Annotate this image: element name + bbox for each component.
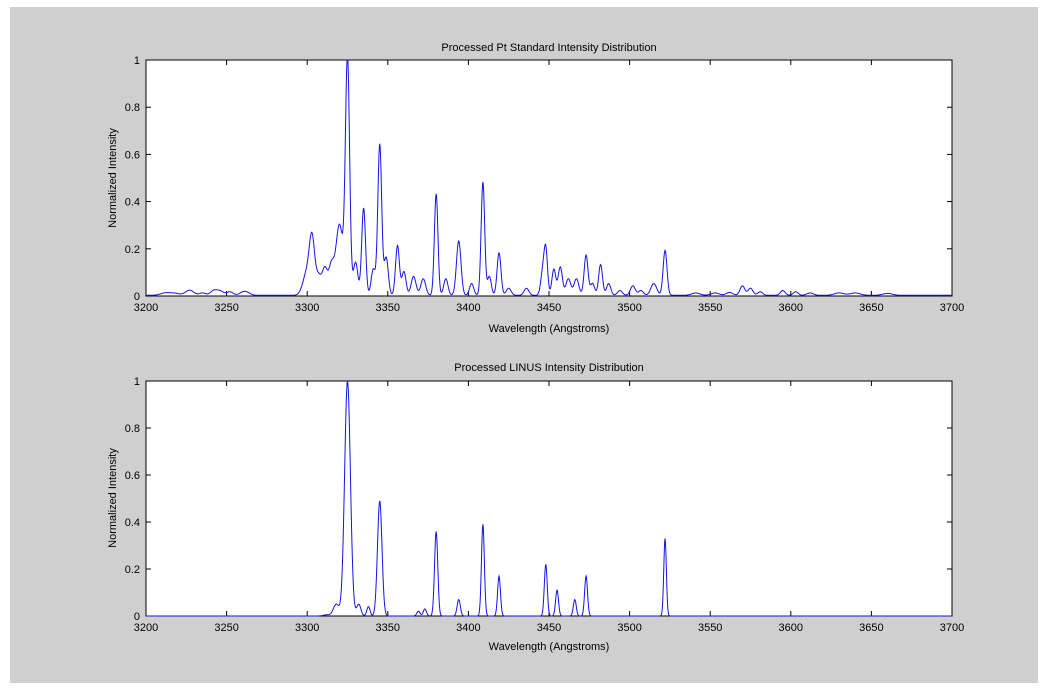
top-y-tick-label: 0.4 — [125, 197, 140, 209]
figure-window: 3200 3250 3300 3350 3400 3450 3500 3550 3600 3650… — [10, 7, 1038, 683]
bottom-y-tick-label: 0.4 — [125, 517, 140, 529]
bottom-x-tick-label: 3500 — [617, 622, 641, 634]
bottom-x-tick-label: 3250 — [214, 622, 238, 634]
bottom-ticks: 3200 3250 3300 3350 3400 3450 3500 3550 3600 3650… — [125, 376, 965, 634]
bottom-axes: 3200 3250 3300 3350 3400 3450 3500 3550 3600 3650… — [107, 362, 964, 653]
top-x-tick-label: 3450 — [537, 302, 561, 314]
bottom-x-tick-label: 3550 — [698, 622, 722, 634]
top-x-tick-label: 3600 — [779, 302, 803, 314]
top-chart-title: Processed Pt Standard Intensity Distribu… — [441, 42, 656, 54]
bottom-plot-area — [145, 380, 953, 617]
bottom-chart-title: Processed LINUS Intensity Distribution — [454, 362, 644, 374]
bottom-x-tick-label: 3450 — [537, 622, 561, 634]
bottom-x-tick-label: 3600 — [779, 622, 803, 634]
top-x-tick-label: 3550 — [698, 302, 722, 314]
bottom-x-tick-label: 3200 — [134, 622, 158, 634]
top-y-tick-label: 1 — [134, 55, 140, 67]
bottom-x-tick-label: 3350 — [376, 622, 400, 634]
top-x-tick-label: 3700 — [940, 302, 964, 314]
top-x-tick-label: 3350 — [376, 302, 400, 314]
bottom-x-tick-label: 3700 — [940, 622, 964, 634]
top-x-tick-label: 3200 — [134, 302, 158, 314]
bottom-y-tick-label: 0.8 — [125, 423, 140, 435]
bottom-y-tick-label: 0 — [134, 611, 140, 623]
bottom-x-tick-label: 3300 — [295, 622, 319, 634]
top-x-tick-label: 3400 — [456, 302, 480, 314]
top-plot-area — [145, 59, 953, 297]
top-x-axis-label: Wavelength (Angstroms) — [489, 323, 610, 335]
top-y-tick-label: 0.2 — [125, 244, 140, 256]
bottom-y-axis-label: Normalized Intensity — [107, 448, 119, 548]
top-y-tick-label: 0 — [134, 291, 140, 303]
top-axes: 3200 3250 3300 3350 3400 3450 3500 3550 3600 3650… — [107, 42, 964, 335]
top-y-axis-label: Normalized Intensity — [107, 128, 119, 228]
top-y-tick-label: 0.8 — [125, 102, 140, 114]
top-x-tick-label: 3300 — [295, 302, 319, 314]
bottom-y-tick-label: 0.6 — [125, 470, 140, 482]
bottom-x-axis-label: Wavelength (Angstroms) — [489, 641, 610, 653]
top-x-tick-label: 3500 — [617, 302, 641, 314]
top-spectrum-line — [146, 59, 952, 296]
bottom-y-tick-label: 0.2 — [125, 564, 140, 576]
bottom-x-tick-label: 3650 — [859, 622, 883, 634]
top-x-tick-label: 3650 — [859, 302, 883, 314]
bottom-y-tick-label: 1 — [134, 376, 140, 388]
bottom-spectrum-line — [146, 380, 952, 617]
top-y-tick-label: 0.6 — [125, 149, 140, 161]
top-x-tick-label: 3250 — [214, 302, 238, 314]
figure-canvas: 3200 3250 3300 3350 3400 3450 3500 3550 3600 3650… — [107, 42, 964, 653]
bottom-x-tick-label: 3400 — [456, 622, 480, 634]
